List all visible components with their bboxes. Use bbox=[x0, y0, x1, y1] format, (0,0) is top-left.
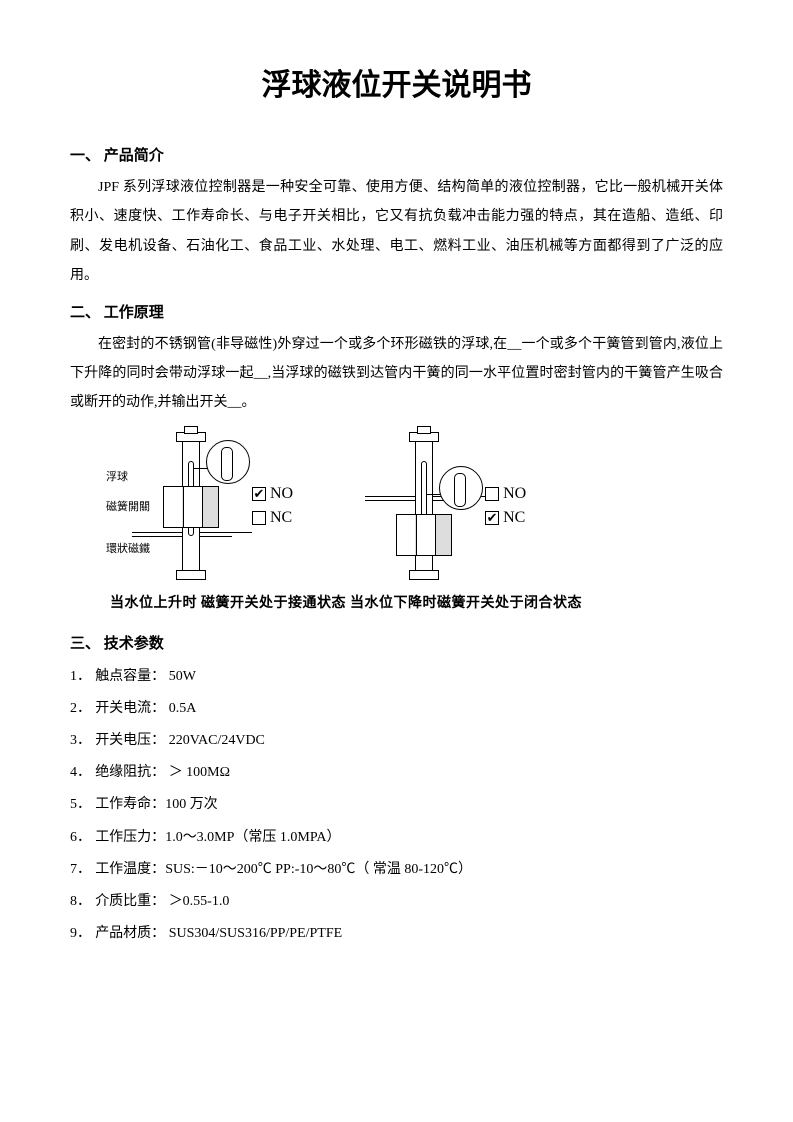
checkbox-nc-left bbox=[252, 511, 266, 525]
label-float: 浮球 bbox=[106, 468, 150, 484]
float-icon bbox=[163, 486, 219, 528]
section-3-head: 三、 技术参数 bbox=[70, 632, 723, 653]
label-nc: NC bbox=[270, 509, 292, 527]
spec-item: 5．工作寿命：100 万次 bbox=[70, 789, 723, 821]
label-no: NO bbox=[503, 485, 526, 503]
label-reed: 磁簧開關 bbox=[106, 498, 150, 514]
checkbox-nc-right: ✔ bbox=[485, 511, 499, 525]
principle-diagram: 浮球 磁簧開關 環狀磁鐵 ✔NO NC bbox=[110, 436, 630, 612]
no-nc-left: ✔ NO NC bbox=[252, 479, 293, 533]
label-no: NO bbox=[270, 485, 293, 503]
magnifier-icon bbox=[206, 440, 250, 484]
section-1-text: JPF 系列浮球液位控制器是一种安全可靠、使用方便、结构简单的液位控制器，它比一… bbox=[70, 173, 723, 291]
botcap-icon bbox=[176, 570, 206, 580]
topcap2-icon bbox=[184, 426, 198, 434]
spec-item: 7．工作温度：SUS:－10～200℃ PP:-10～80℃（ 常温 80-12… bbox=[70, 854, 723, 886]
float-icon bbox=[396, 514, 452, 556]
magnifier-icon bbox=[439, 466, 483, 510]
section-2-text: 在密封的不锈钢管(非导磁性)外穿过一个或多个环形磁铁的浮球,在__一个或多个干簧… bbox=[70, 330, 723, 418]
spec-item: 9．产品材质： SUS304/SUS316/PP/PE/PTFE bbox=[70, 918, 723, 950]
spec-item: 3．开关电压： 220VAC/24VDC bbox=[70, 725, 723, 757]
topcap2-icon bbox=[417, 426, 431, 434]
document-title: 浮球液位开关说明书 bbox=[70, 60, 723, 104]
section-2-head: 二、 工作原理 bbox=[70, 301, 723, 322]
diagram-caption: 当水位上升时 磁簧开关处于接通状态 当水位下降时磁簧开关处于闭合状态 bbox=[110, 592, 630, 612]
checkbox-no-right bbox=[485, 487, 499, 501]
checkbox-no-left: ✔ bbox=[252, 487, 266, 501]
botcap-icon bbox=[409, 570, 439, 580]
diagram-left-unit: 浮球 磁簧開關 環狀磁鐵 ✔NO NC bbox=[110, 436, 293, 576]
label-nc: NC bbox=[503, 509, 525, 527]
spec-item: 6．工作压力：1.0～3.0MP（常压 1.0MPA） bbox=[70, 822, 723, 854]
section-1-head: 一、 产品简介 bbox=[70, 144, 723, 165]
spec-list: 1．触点容量： 50W 2．开关电流： 0.5A 3．开关电压： 220VAC/… bbox=[70, 661, 723, 951]
spec-item: 1．触点容量： 50W bbox=[70, 661, 723, 693]
label-magnet: 環狀磁鐵 bbox=[106, 540, 150, 556]
spec-item: 8．介质比重： ＞0.55-1.0 bbox=[70, 886, 723, 918]
spec-item: 2．开关电流： 0.5A bbox=[70, 693, 723, 725]
no-nc-right: NO ✔ NC bbox=[485, 479, 526, 533]
diagram-labels: 浮球 磁簧開關 環狀磁鐵 bbox=[106, 454, 150, 570]
diagram-right-unit: NO ✔ NC bbox=[343, 436, 526, 576]
spec-item: 4．绝缘阻抗： ＞ 100MΩ bbox=[70, 757, 723, 789]
